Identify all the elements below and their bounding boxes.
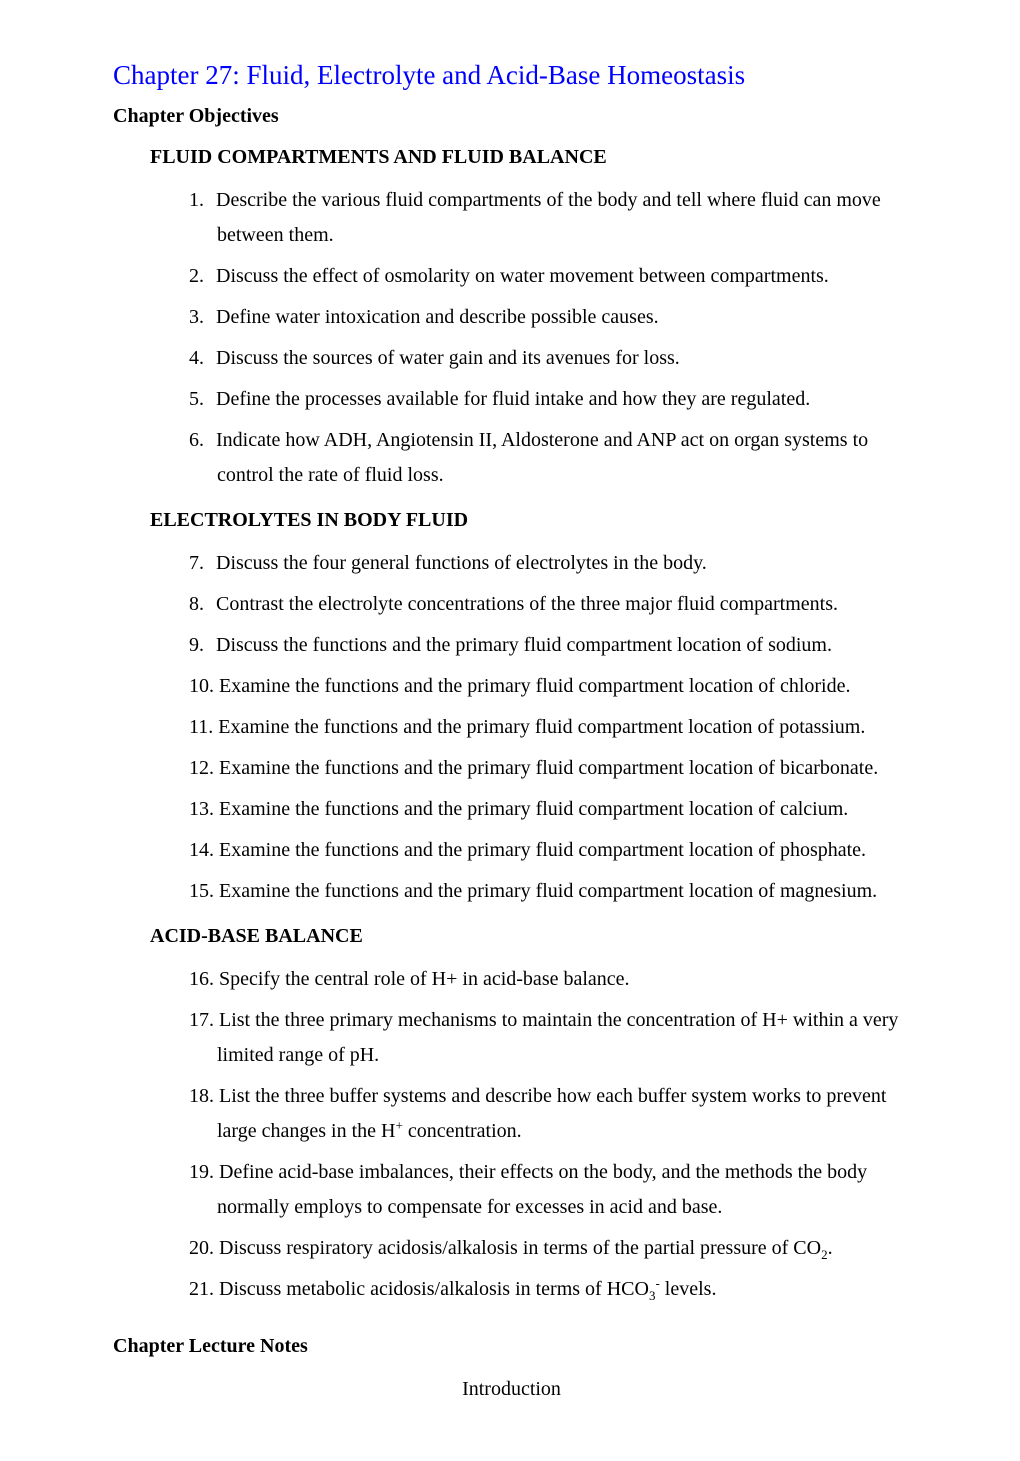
item-text: List the three buffer systems and descri… bbox=[217, 1085, 886, 1142]
lecture-notes-heading: Chapter Lecture Notes bbox=[113, 1335, 910, 1358]
item-number: 9. bbox=[189, 628, 211, 663]
item-number: 1. bbox=[189, 183, 211, 218]
item-text: Specify the central role of H+ in acid-b… bbox=[219, 968, 630, 990]
item-text: Define the processes available for fluid… bbox=[216, 388, 810, 410]
list-item: 7. Discuss the four general functions of… bbox=[189, 546, 910, 581]
item-text: Discuss the four general functions of el… bbox=[216, 552, 707, 574]
item-number: 7. bbox=[189, 546, 211, 581]
list-item: 12. Examine the functions and the primar… bbox=[189, 751, 910, 786]
list-item: 11. Examine the functions and the primar… bbox=[189, 710, 910, 745]
item-number: 17. bbox=[189, 1003, 214, 1038]
item-text: Discuss the effect of osmolarity on wate… bbox=[216, 265, 829, 287]
section-acid-base: ACID-BASE BALANCE 16. Specify the centra… bbox=[113, 925, 910, 1307]
list-item: 5. Define the processes available for fl… bbox=[189, 382, 910, 417]
list-item: 3. Define water intoxication and describ… bbox=[189, 300, 910, 335]
section-heading: ELECTROLYTES IN BODY FLUID bbox=[113, 509, 910, 532]
objectives-list: 7. Discuss the four general functions of… bbox=[113, 546, 910, 909]
section-fluid-compartments: FLUID COMPARTMENTS AND FLUID BALANCE 1. … bbox=[113, 146, 910, 493]
item-text: Discuss respiratory acidosis/alkalosis i… bbox=[219, 1237, 833, 1259]
item-number: 10. bbox=[189, 669, 214, 704]
item-text: Examine the functions and the primary fl… bbox=[219, 798, 848, 820]
item-number: 21. bbox=[189, 1272, 214, 1307]
item-number: 5. bbox=[189, 382, 211, 417]
item-text: Examine the functions and the primary fl… bbox=[219, 839, 866, 861]
list-item: 15. Examine the functions and the primar… bbox=[189, 874, 910, 909]
list-item: 10. Examine the functions and the primar… bbox=[189, 669, 910, 704]
item-text: Discuss the functions and the primary fl… bbox=[216, 634, 832, 656]
item-text: Discuss the sources of water gain and it… bbox=[216, 347, 680, 369]
item-text: Examine the functions and the primary fl… bbox=[219, 757, 878, 779]
list-item: 9. Discuss the functions and the primary… bbox=[189, 628, 910, 663]
list-item: 13. Examine the functions and the primar… bbox=[189, 792, 910, 827]
item-number: 13. bbox=[189, 792, 214, 827]
chapter-title: Chapter 27: Fluid, Electrolyte and Acid-… bbox=[113, 58, 910, 93]
item-text: Examine the functions and the primary fl… bbox=[219, 880, 877, 902]
item-text: List the three primary mechanisms to mai… bbox=[217, 1009, 898, 1066]
item-number: 20. bbox=[189, 1231, 214, 1266]
list-item: 19. Define acid-base imbalances, their e… bbox=[189, 1155, 910, 1225]
list-item: 6. Indicate how ADH, Angiotensin II, Ald… bbox=[189, 423, 910, 493]
section-heading: ACID-BASE BALANCE bbox=[113, 925, 910, 948]
section-electrolytes: ELECTROLYTES IN BODY FLUID 7. Discuss th… bbox=[113, 509, 910, 909]
list-item: 8. Contrast the electrolyte concentratio… bbox=[189, 587, 910, 622]
list-item: 4. Discuss the sources of water gain and… bbox=[189, 341, 910, 376]
list-item: 2. Discuss the effect of osmolarity on w… bbox=[189, 259, 910, 294]
item-number: 6. bbox=[189, 423, 211, 458]
item-text: Describe the various fluid compartments … bbox=[216, 189, 881, 246]
item-text: Examine the functions and the primary fl… bbox=[218, 716, 865, 738]
item-number: 4. bbox=[189, 341, 211, 376]
item-number: 3. bbox=[189, 300, 211, 335]
item-text: Contrast the electrolyte concentrations … bbox=[216, 593, 838, 615]
introduction-heading: Introduction bbox=[113, 1378, 910, 1401]
item-number: 8. bbox=[189, 587, 211, 622]
item-number: 11. bbox=[189, 710, 213, 745]
chapter-objectives-heading: Chapter Objectives bbox=[113, 105, 910, 128]
section-heading: FLUID COMPARTMENTS AND FLUID BALANCE bbox=[113, 146, 910, 169]
item-number: 19. bbox=[189, 1155, 214, 1190]
item-number: 14. bbox=[189, 833, 214, 868]
objectives-list: 1. Describe the various fluid compartmen… bbox=[113, 183, 910, 493]
item-text: Discuss metabolic acidosis/alkalosis in … bbox=[219, 1278, 716, 1300]
list-item: 18. List the three buffer systems and de… bbox=[189, 1079, 910, 1149]
list-item: 20. Discuss respiratory acidosis/alkalos… bbox=[189, 1231, 910, 1266]
item-number: 18. bbox=[189, 1079, 214, 1114]
list-item: 14. Examine the functions and the primar… bbox=[189, 833, 910, 868]
item-text: Define acid-base imbalances, their effec… bbox=[217, 1161, 867, 1218]
item-number: 2. bbox=[189, 259, 211, 294]
document-page: Chapter 27: Fluid, Electrolyte and Acid-… bbox=[0, 0, 1020, 1461]
item-text: Define water intoxication and describe p… bbox=[216, 306, 659, 328]
item-text: Examine the functions and the primary fl… bbox=[219, 675, 850, 697]
list-item: 17. List the three primary mechanisms to… bbox=[189, 1003, 910, 1073]
list-item: 21. Discuss metabolic acidosis/alkalosis… bbox=[189, 1272, 910, 1307]
list-item: 1. Describe the various fluid compartmen… bbox=[189, 183, 910, 253]
objectives-list: 16. Specify the central role of H+ in ac… bbox=[113, 962, 910, 1307]
list-item: 16. Specify the central role of H+ in ac… bbox=[189, 962, 910, 997]
item-text: Indicate how ADH, Angiotensin II, Aldost… bbox=[216, 429, 868, 486]
item-number: 16. bbox=[189, 962, 214, 997]
item-number: 12. bbox=[189, 751, 214, 786]
item-number: 15. bbox=[189, 874, 214, 909]
